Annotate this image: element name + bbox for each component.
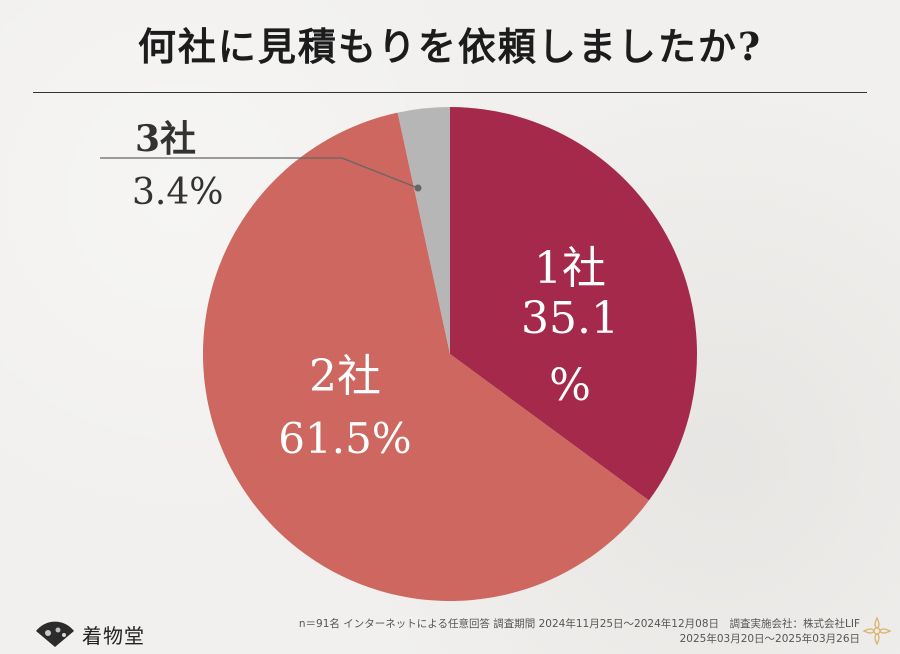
survey-note-line1: n＝91名 インターネットによる任意回答 調査期間 2024年11月25日〜20… [298,618,860,630]
slice-label-1sha: 1社 [534,243,606,294]
leader-line-diagonal [341,157,419,189]
slice-label-3sha: 3社 [135,118,197,160]
slice-value-1sha: 35.1 [521,293,619,344]
folding-fan-icon [36,621,74,647]
title-divider [33,92,867,93]
slice-label-2sha: 2社 [309,351,381,402]
brand-name: 着物堂 [82,624,145,648]
survey-note: n＝91名 インターネットによる任意回答 調査期間 2024年11月25日〜20… [299,617,860,647]
pie-slice-1sha [450,107,698,501]
brand-logo: 着物堂 [34,620,145,649]
survey-note-line2: 2025年03月20日〜2025年03月26日 [679,633,860,645]
slice-value-3sha: 3.4% [132,172,224,213]
pie-slice-3sha [397,107,450,354]
flower-ornament-icon [862,616,892,646]
slice-unit-1sha: % [549,360,591,411]
page-title: 何社に見積もりを依頼しましたか? [137,24,763,69]
leader-dot [414,184,422,192]
pie-slice-2sha [203,112,649,601]
slice-value-2sha: 61.5% [278,414,412,463]
